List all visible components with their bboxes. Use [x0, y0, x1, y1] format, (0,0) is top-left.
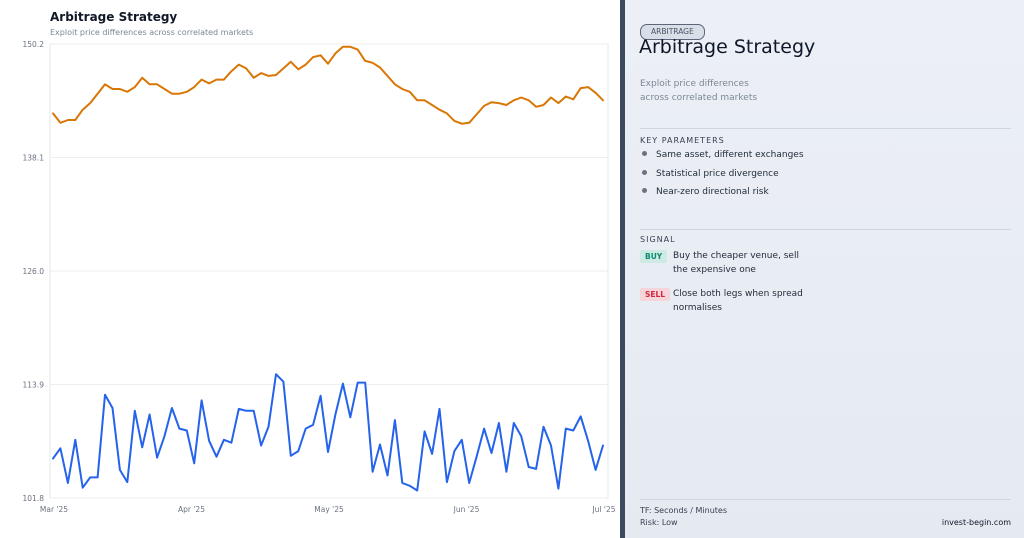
bullet-icon: [642, 188, 647, 193]
key-parameter-item: Same asset, different exchanges: [642, 150, 804, 160]
y-axis-ticks: 150.2 138.1 126.0 113.9 101.8: [23, 40, 45, 503]
x-tick-label: Mar '25: [40, 505, 68, 514]
strategy-description: Exploit price differences across correla…: [640, 79, 758, 103]
x-axis-ticks: Mar '25 Apr '25 May '25 Jun '25 Jul '25: [40, 505, 616, 514]
key-parameter-label: Statistical price divergence: [656, 169, 779, 179]
y-tick-label: 138.1: [23, 154, 45, 163]
chart-subtitle: Exploit price differences across correla…: [50, 28, 254, 37]
y-tick-label: 113.9: [23, 381, 45, 390]
risk-label: Risk: Low: [640, 518, 678, 527]
key-parameter-item: Statistical price divergence: [642, 169, 779, 179]
section-divider: [640, 128, 1011, 129]
x-tick-label: Jun '25: [453, 505, 480, 514]
series-layer: [52, 45, 604, 492]
key-parameter-label: Same asset, different exchanges: [656, 150, 804, 160]
sell-signal-text: Close both legs when spread normalises: [673, 289, 803, 313]
series-line-1: [52, 45, 604, 125]
strategy-info-panel: ARBITRAGE Arbitrage Strategy Exploit pri…: [625, 0, 1024, 538]
panel-divider: [620, 0, 625, 538]
buy-badge: BUY: [640, 250, 668, 263]
chart-title: Arbitrage Strategy: [50, 10, 178, 24]
x-tick-label: Jul '25: [591, 505, 615, 514]
x-tick-label: May '25: [314, 505, 344, 514]
y-tick-label: 150.2: [23, 40, 45, 49]
price-chart: 150.2 138.1 126.0 113.9 101.8 Mar '25 Apr '25…: [23, 40, 616, 514]
bullet-icon: [642, 170, 647, 175]
series-line-2: [52, 373, 604, 492]
chart-panel: 150.2 138.1 126.0 113.9 101.8 Mar '25 Apr '25…: [22, 10, 616, 514]
y-tick-label: 101.8: [23, 494, 45, 503]
buy-signal-text: Buy the cheaper venue, sell the expensiv…: [673, 251, 799, 275]
grid: [49, 43, 609, 499]
sell-badge: SELL: [640, 288, 671, 301]
strategy-tag: ARBITRAGE: [640, 24, 705, 40]
signal-heading: SIGNAL: [640, 235, 676, 244]
timeframe-label: TF: Seconds / Minutes: [640, 506, 727, 515]
footer-divider: [640, 499, 1011, 500]
key-parameter-item: Near-zero directional risk: [642, 187, 769, 197]
key-parameters-heading: KEY PARAMETERS: [640, 136, 725, 145]
y-tick-label: 126.0: [23, 267, 45, 276]
bullet-icon: [642, 151, 647, 156]
key-parameter-label: Near-zero directional risk: [656, 187, 769, 197]
x-tick-label: Apr '25: [178, 505, 205, 514]
section-divider: [640, 229, 1011, 230]
strategy-title: Arbitrage Strategy: [639, 36, 816, 58]
brand-link[interactable]: invest-begin.com: [941, 518, 1011, 527]
